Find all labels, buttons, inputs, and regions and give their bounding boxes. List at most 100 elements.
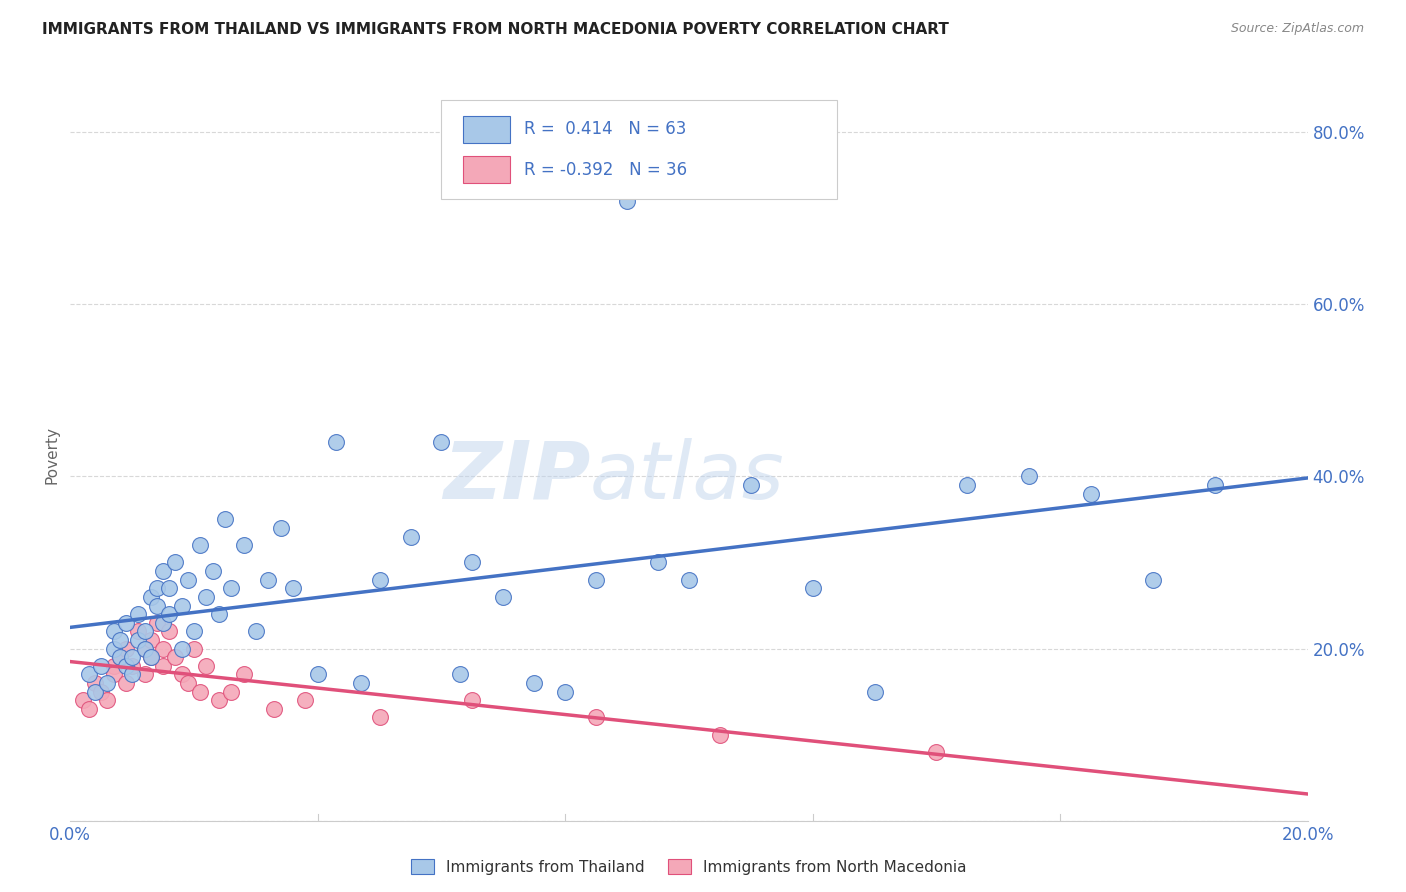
Point (127, 624, 149, 639)
Point (219, 684, 242, 698)
Point (1142, 573, 1164, 587)
Point (263, 702, 285, 716)
Point (108, 632, 131, 647)
Bar (463, 116, 509, 143)
Point (461, 556, 484, 570)
Point (121, 650, 143, 665)
Text: ZIP: ZIP (443, 438, 591, 516)
Point (801, 582, 824, 596)
Point (146, 615, 169, 630)
Point (77, 702, 100, 716)
Point (523, 676, 546, 690)
Point (257, 573, 280, 587)
Point (430, 435, 453, 450)
Point (157, 582, 180, 596)
Point (1018, 469, 1040, 483)
Point (183, 624, 205, 639)
Point (170, 641, 193, 656)
Point (678, 573, 700, 587)
Text: IMMIGRANTS FROM THAILAND VS IMMIGRANTS FROM NORTH MACEDONIA POVERTY CORRELATION : IMMIGRANTS FROM THAILAND VS IMMIGRANTS F… (42, 22, 949, 37)
Point (281, 582, 304, 596)
Point (245, 624, 267, 639)
Point (208, 693, 231, 707)
Point (146, 582, 169, 596)
Point (188, 684, 211, 698)
FancyBboxPatch shape (441, 100, 838, 199)
Point (399, 530, 422, 544)
Point (152, 658, 174, 673)
Point (647, 556, 669, 570)
Point (146, 599, 169, 613)
Point (134, 641, 156, 656)
Point (165, 556, 187, 570)
Point (96, 693, 118, 707)
Point (585, 573, 607, 587)
Point (90, 684, 112, 698)
Point (449, 667, 471, 681)
Point (270, 521, 292, 535)
Point (84, 676, 107, 690)
Point (103, 641, 125, 656)
Point (77, 667, 100, 681)
Point (368, 710, 391, 724)
Point (925, 745, 948, 759)
Point (103, 667, 125, 681)
Point (461, 693, 484, 707)
Point (103, 658, 125, 673)
Point (554, 684, 576, 698)
Point (307, 667, 329, 681)
Point (1080, 486, 1102, 500)
Point (157, 624, 180, 639)
Bar (463, 156, 509, 184)
Point (121, 658, 143, 673)
Y-axis label: Poverty: Poverty (44, 425, 59, 484)
Point (492, 590, 515, 604)
Point (134, 667, 156, 681)
Point (294, 693, 316, 707)
Point (134, 641, 156, 656)
Point (956, 478, 979, 492)
Point (139, 632, 162, 647)
Point (219, 582, 242, 596)
Point (115, 658, 138, 673)
Point (139, 650, 162, 665)
Point (84, 684, 107, 698)
Point (616, 194, 638, 208)
Point (325, 435, 347, 450)
Point (195, 658, 218, 673)
Point (157, 607, 180, 621)
Point (585, 710, 607, 724)
Point (350, 676, 373, 690)
Point (201, 564, 224, 578)
Point (740, 478, 762, 492)
Point (1204, 478, 1226, 492)
Point (232, 538, 254, 552)
Point (177, 573, 200, 587)
Point (127, 607, 149, 621)
Point (709, 728, 731, 742)
Point (165, 650, 187, 665)
Point (214, 512, 236, 526)
Point (177, 676, 200, 690)
Point (152, 641, 174, 656)
Point (103, 624, 125, 639)
Point (139, 590, 162, 604)
Point (90, 658, 112, 673)
Point (115, 615, 138, 630)
Point (115, 676, 138, 690)
Point (195, 590, 218, 604)
Point (121, 667, 143, 681)
Point (863, 684, 886, 698)
Point (96, 676, 118, 690)
Point (183, 641, 205, 656)
Point (170, 667, 193, 681)
Point (139, 650, 162, 665)
Point (108, 650, 131, 665)
Point (127, 632, 149, 647)
Point (108, 650, 131, 665)
Point (115, 641, 138, 656)
Point (232, 667, 254, 681)
Point (368, 573, 391, 587)
Point (152, 564, 174, 578)
Legend: Immigrants from Thailand, Immigrants from North Macedonia: Immigrants from Thailand, Immigrants fro… (404, 852, 974, 882)
